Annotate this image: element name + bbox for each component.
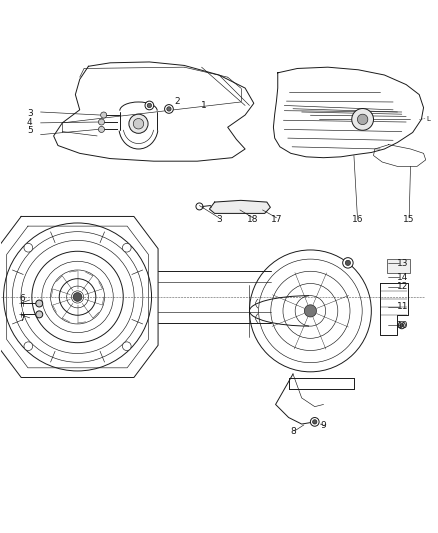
Circle shape	[36, 300, 43, 307]
Circle shape	[145, 101, 154, 110]
Circle shape	[24, 342, 33, 351]
Circle shape	[196, 203, 203, 210]
Circle shape	[165, 104, 173, 114]
Text: 8: 8	[290, 427, 296, 437]
Circle shape	[400, 324, 403, 327]
Circle shape	[133, 118, 144, 129]
Text: 18: 18	[247, 215, 259, 224]
Text: 17: 17	[271, 215, 282, 224]
Circle shape	[398, 322, 405, 329]
Text: 7: 7	[19, 314, 25, 323]
Circle shape	[313, 419, 317, 424]
Text: 11: 11	[397, 302, 409, 311]
Text: 14: 14	[397, 273, 409, 282]
Circle shape	[73, 293, 82, 301]
Circle shape	[343, 257, 353, 268]
Text: 13: 13	[397, 259, 409, 268]
Circle shape	[129, 114, 148, 133]
Polygon shape	[209, 200, 270, 213]
Text: 2: 2	[175, 98, 180, 107]
Text: 9: 9	[321, 421, 326, 430]
Circle shape	[357, 114, 368, 125]
Circle shape	[101, 112, 107, 118]
Text: 16: 16	[352, 215, 363, 224]
Text: 6: 6	[19, 294, 25, 303]
FancyBboxPatch shape	[387, 259, 410, 272]
Circle shape	[311, 417, 319, 426]
Circle shape	[147, 103, 152, 108]
Text: L: L	[426, 116, 430, 122]
Circle shape	[123, 342, 131, 351]
Circle shape	[99, 126, 105, 133]
Circle shape	[99, 119, 105, 125]
Text: 3: 3	[216, 215, 222, 224]
Circle shape	[304, 305, 317, 317]
Text: 15: 15	[403, 215, 415, 224]
Circle shape	[36, 311, 43, 318]
Text: 3: 3	[27, 109, 32, 118]
Text: 10: 10	[397, 321, 409, 330]
Circle shape	[352, 109, 374, 130]
Circle shape	[345, 260, 350, 265]
Circle shape	[24, 244, 33, 252]
Text: 5: 5	[27, 126, 32, 135]
Text: 1: 1	[201, 101, 207, 110]
Text: 4: 4	[27, 117, 32, 126]
Text: 12: 12	[397, 282, 409, 292]
Circle shape	[123, 244, 131, 252]
Circle shape	[167, 107, 171, 111]
